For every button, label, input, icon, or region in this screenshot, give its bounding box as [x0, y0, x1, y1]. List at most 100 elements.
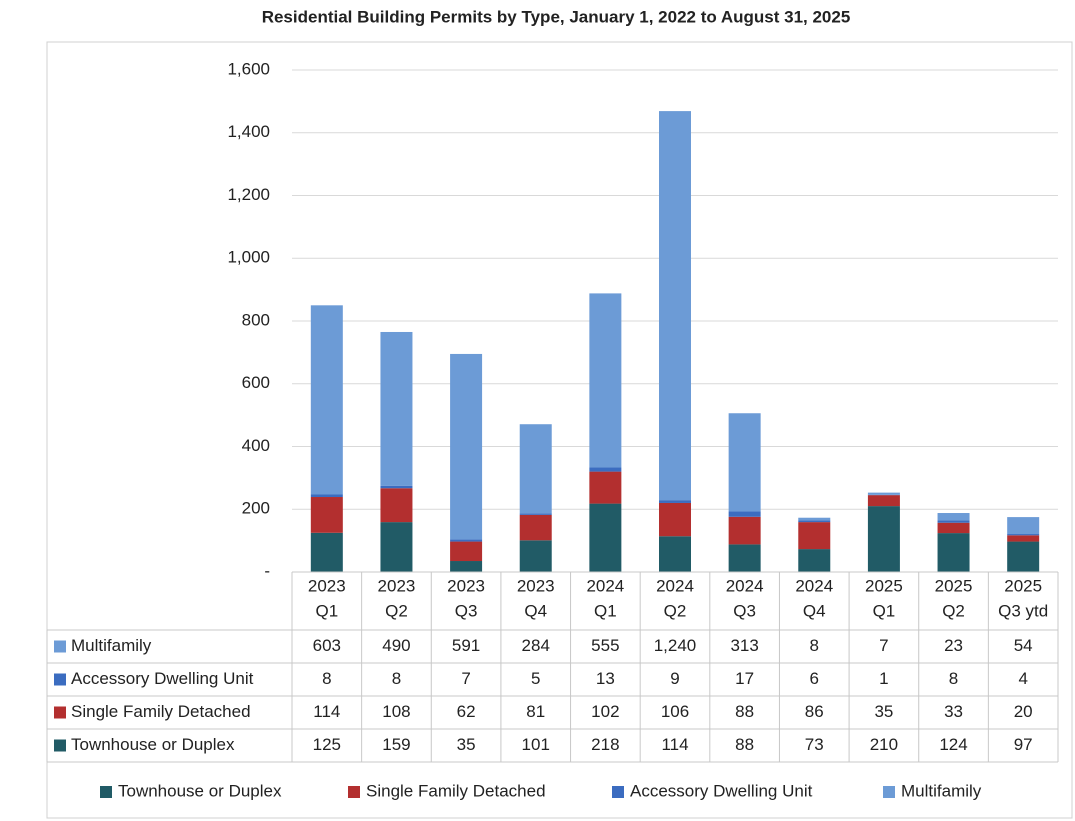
x-tick-label: Q2 — [942, 601, 965, 620]
table-value: 114 — [661, 735, 688, 754]
y-tick-label: 600 — [242, 373, 270, 392]
table-value: 86 — [805, 702, 824, 721]
bar-segment — [728, 511, 761, 517]
table-legend-swatch — [54, 706, 66, 719]
x-tick-label: Q2 — [385, 601, 408, 620]
table-value: 8 — [810, 636, 819, 655]
bar-segment — [519, 513, 552, 515]
bar-segment — [310, 305, 343, 495]
bar-segment — [798, 549, 831, 572]
table-row-label: Accessory Dwelling Unit — [71, 669, 254, 688]
table-value: 101 — [522, 735, 550, 754]
chart-title: Residential Building Permits by Type, Ja… — [262, 7, 851, 26]
bar-segment — [310, 532, 343, 572]
table-value: 81 — [526, 702, 545, 721]
bar-segment — [519, 514, 552, 541]
table-value: 5 — [531, 669, 540, 688]
x-tick-label: 2025 — [865, 576, 903, 595]
table-row-label: Multifamily — [71, 636, 152, 655]
y-tick-label: - — [264, 561, 270, 580]
bar-segment — [659, 111, 691, 501]
table-value: 124 — [939, 735, 967, 754]
table-value: 490 — [382, 636, 410, 655]
table-value: 23 — [944, 636, 963, 655]
x-tick-label: 2024 — [656, 576, 694, 595]
x-tick-label: Q3 ytd — [998, 601, 1048, 620]
table-value: 102 — [591, 702, 619, 721]
table-value: 7 — [879, 636, 888, 655]
table-value: 106 — [661, 702, 689, 721]
bar-segment — [450, 541, 483, 562]
legend-swatch — [100, 786, 112, 798]
table-value: 88 — [735, 735, 754, 754]
table-value: 8 — [949, 669, 958, 688]
legend-label: Accessory Dwelling Unit — [630, 781, 813, 800]
table-value: 159 — [382, 735, 410, 754]
bar-segment — [380, 331, 413, 486]
table-value: 1,240 — [654, 636, 697, 655]
bar-segment — [798, 517, 831, 521]
bar-segment — [1007, 517, 1040, 535]
table-value: 8 — [322, 669, 331, 688]
table-legend-swatch — [54, 739, 66, 752]
legend-label: Single Family Detached — [366, 781, 546, 800]
bar-segment — [798, 522, 831, 550]
x-tick-label: Q1 — [873, 601, 896, 620]
table-row-label: Single Family Detached — [71, 702, 251, 721]
x-tick-label: Q4 — [803, 601, 826, 620]
bar-segment — [659, 500, 691, 503]
bar-segment — [310, 494, 343, 498]
table-value: 125 — [313, 735, 341, 754]
bar-segment — [589, 471, 622, 504]
table-legend-swatch — [54, 673, 66, 686]
table-legend-swatch — [54, 640, 66, 653]
bar-segment — [937, 533, 970, 572]
x-tick-label: 2025 — [935, 576, 973, 595]
table-value: 284 — [522, 636, 550, 655]
table-value: 6 — [810, 669, 819, 688]
y-tick-label: 800 — [242, 310, 270, 329]
y-tick-label: 1,600 — [227, 59, 270, 78]
bar-segment — [867, 492, 900, 495]
legend-swatch — [612, 786, 624, 798]
x-tick-label: 2023 — [517, 576, 555, 595]
table-value: 88 — [735, 702, 754, 721]
bar-segment — [380, 485, 413, 489]
bar-segment — [450, 539, 483, 542]
y-tick-label: 200 — [242, 499, 270, 518]
bar-segment — [937, 513, 970, 521]
bar-segment — [728, 413, 761, 512]
x-tick-label: Q4 — [524, 601, 547, 620]
y-tick-label: 1,000 — [227, 248, 270, 267]
table-value: 9 — [670, 669, 679, 688]
table-value: 313 — [730, 636, 758, 655]
table-value: 35 — [874, 702, 893, 721]
legend-label: Multifamily — [901, 781, 982, 800]
x-tick-label: 2023 — [447, 576, 485, 595]
table-value: 33 — [944, 702, 963, 721]
table-value: 8 — [392, 669, 401, 688]
y-tick-label: 400 — [242, 436, 270, 455]
x-tick-label: Q3 — [455, 601, 478, 620]
bar-segment — [589, 503, 622, 572]
x-tick-label: Q1 — [594, 601, 617, 620]
bar-segment — [450, 561, 483, 572]
y-tick-label: 1,200 — [227, 185, 270, 204]
bar-segment — [728, 544, 761, 572]
bar-segment — [659, 536, 691, 572]
bar-segment — [519, 540, 552, 572]
table-value: 54 — [1014, 636, 1033, 655]
legend-swatch — [883, 786, 895, 798]
table-value: 62 — [457, 702, 476, 721]
bar-segment — [659, 502, 691, 537]
table-value: 4 — [1018, 669, 1027, 688]
x-tick-label: Q3 — [733, 601, 756, 620]
table-value: 114 — [313, 702, 340, 721]
table-value: 210 — [870, 735, 898, 754]
x-tick-label: Q2 — [664, 601, 687, 620]
x-tick-label: Q1 — [315, 601, 338, 620]
bar-segment — [867, 506, 900, 572]
table-value: 218 — [591, 735, 619, 754]
bar-segment — [937, 522, 970, 534]
